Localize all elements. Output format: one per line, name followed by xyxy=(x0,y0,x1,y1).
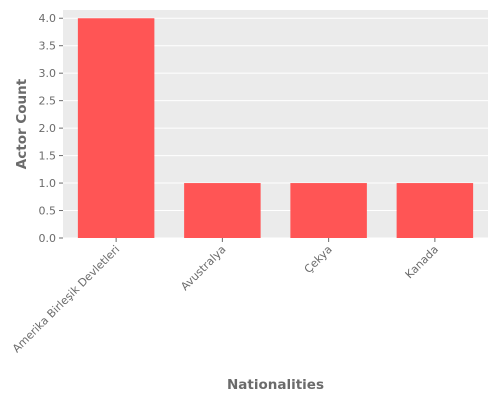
x-tick-label: Kanada xyxy=(403,243,441,281)
bar xyxy=(396,183,474,238)
bars xyxy=(77,18,474,238)
x-axis-ticks: Amerika Birleşik Devletleri Avustralya Çek… xyxy=(10,238,441,355)
x-tick-label: Avustralya xyxy=(178,243,228,293)
y-tick-label: 1.0 xyxy=(39,177,57,190)
y-axis-ticks: 0.0 0.5 1.0 1.5 2.0 2.5 3.0 3.5 4.0 xyxy=(39,12,63,245)
bar xyxy=(184,183,261,238)
x-tick-label: Çekya xyxy=(302,243,335,276)
bar xyxy=(290,183,367,238)
x-tick-label: Amerika Birleşik Devletleri xyxy=(10,243,122,355)
x-axis-title: Nationalities xyxy=(227,377,324,393)
y-tick-label: 2.0 xyxy=(39,122,57,135)
y-tick-label: 3.5 xyxy=(39,40,57,53)
y-tick-label: 2.5 xyxy=(39,95,57,108)
y-tick-label: 4.0 xyxy=(39,12,57,25)
bar xyxy=(77,18,155,238)
y-tick-label: 3.0 xyxy=(39,67,57,80)
y-tick-label: 1.5 xyxy=(39,150,57,163)
y-axis-title: Actor Count xyxy=(14,78,30,169)
y-tick-label: 0.0 xyxy=(39,232,57,245)
y-tick-label: 0.5 xyxy=(39,205,57,218)
